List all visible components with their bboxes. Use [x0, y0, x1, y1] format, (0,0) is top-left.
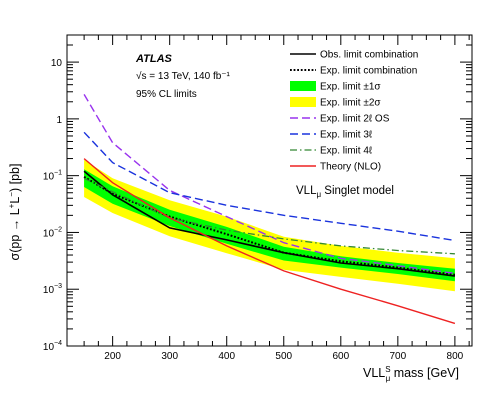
y-tick-base: 1 — [56, 115, 62, 126]
y-tick-label: 10 — [51, 58, 63, 69]
legend-label: Exp. limit 2ℓ OS — [320, 114, 390, 125]
y-tick-base: 10 — [43, 342, 55, 353]
y-axis-label: σ(pp → L+L−) [pb] — [7, 164, 22, 261]
model-label: VLLμ Singlet model — [296, 185, 394, 199]
y-tick-base: 10 — [43, 285, 55, 296]
energy-label: √s = 13 TeV, 140 fb⁻¹ — [136, 70, 231, 82]
x-tick-label: 300 — [161, 351, 178, 362]
legend-label: Obs. limit combination — [320, 50, 418, 61]
x-tick-label: 800 — [447, 351, 464, 362]
x-tick-label: 500 — [275, 351, 292, 362]
x-tick-label: 600 — [332, 351, 349, 362]
legend-swatch — [290, 97, 316, 107]
x-axis-label: VLLS μ mass [GeV] — [363, 365, 459, 383]
series-line-2 — [83, 94, 455, 275]
band-2sigma — [84, 159, 455, 292]
legend-label: Exp. limit combination — [320, 66, 417, 77]
limit-curves — [83, 94, 456, 325]
y-tick-label: 10−1 — [43, 170, 62, 183]
legend-label: Exp. limit ±2σ — [320, 98, 381, 109]
series-line-0 — [83, 170, 456, 277]
legend-label: Theory (NLO) — [320, 162, 381, 173]
y-tick-label: 1 — [56, 115, 62, 126]
atlas-label: ATLAS — [135, 53, 173, 65]
text-labels: ATLAS √s = 13 TeV, 140 fb⁻¹ 95% CL limit… — [7, 53, 459, 383]
y-tick-exponent: −3 — [54, 283, 62, 290]
y-tick-exponent: −4 — [54, 340, 62, 347]
legend-label: Exp. limit 3ℓ — [320, 130, 373, 141]
legend-label: Exp. limit 4ℓ — [320, 146, 373, 157]
series-line-5 — [83, 158, 456, 325]
legend-label: Exp. limit ±1σ — [320, 82, 381, 93]
exp-limit-bands — [84, 159, 455, 292]
y-tick-label: 10−3 — [43, 283, 62, 296]
x-tick-label: 700 — [390, 351, 407, 362]
y-tick-exponent: −1 — [54, 170, 62, 177]
cl-label: 95% CL limits — [136, 89, 197, 100]
x-tick-label: 200 — [104, 351, 121, 362]
series-line-1 — [83, 176, 456, 276]
y-tick-label: 10−4 — [43, 340, 62, 353]
y-tick-label: 10−2 — [43, 226, 62, 239]
y-tick-base: 10 — [51, 58, 63, 69]
x-tick-label: 400 — [218, 351, 235, 362]
legend-swatch — [290, 81, 316, 91]
y-tick-base: 10 — [43, 172, 55, 183]
series-line-3 — [83, 131, 456, 242]
series-line-4 — [83, 177, 455, 255]
legend: Obs. limit combination Exp. limit combina… — [290, 50, 418, 173]
y-tick-base: 10 — [43, 228, 55, 239]
y-tick-exponent: −2 — [54, 226, 62, 233]
